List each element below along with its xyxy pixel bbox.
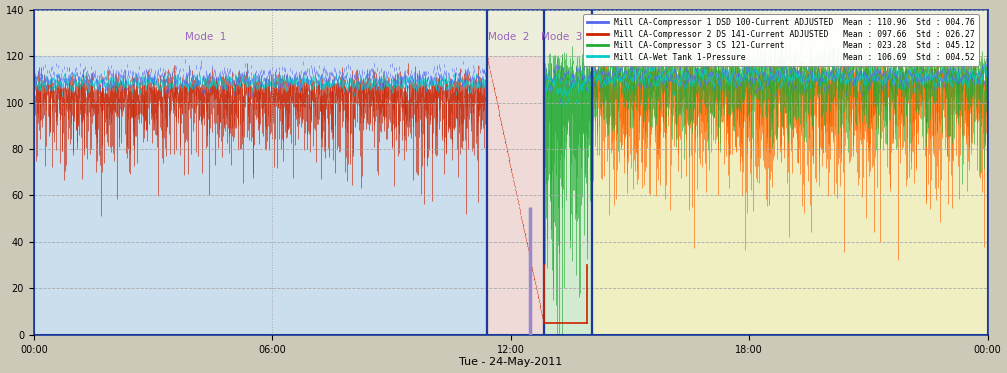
Legend: Mill CA-Compressor 1 DSD 100-Current ADJUSTED  Mean : 110.96  Std : 004.76, Mill: Mill CA-Compressor 1 DSD 100-Current ADJ… xyxy=(583,14,979,66)
Bar xyxy=(592,0,988,335)
Text: Mode  4: Mode 4 xyxy=(728,32,769,43)
Bar xyxy=(592,56,988,335)
Bar xyxy=(34,56,486,335)
Bar xyxy=(34,0,486,335)
Text: Mode  1: Mode 1 xyxy=(184,32,227,43)
Bar xyxy=(486,0,544,335)
X-axis label: Tue - 24-May-2011: Tue - 24-May-2011 xyxy=(459,357,562,367)
Bar xyxy=(544,0,592,335)
Text: Mode  2: Mode 2 xyxy=(488,32,530,43)
Bar xyxy=(486,56,544,335)
Text: Mode  3: Mode 3 xyxy=(541,32,582,43)
Bar xyxy=(544,56,592,335)
